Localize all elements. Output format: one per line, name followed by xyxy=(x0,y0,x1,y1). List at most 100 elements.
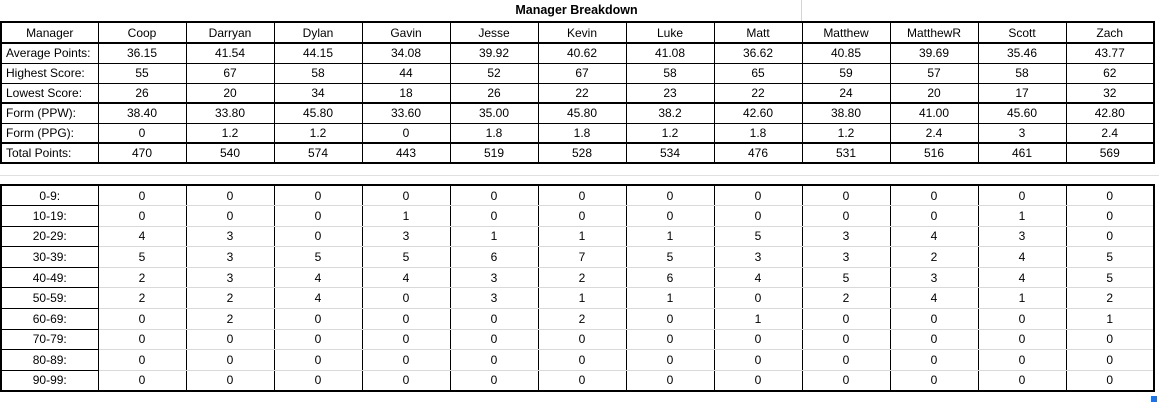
distribution-cell[interactable]: 0 xyxy=(97,329,187,351)
distribution-cell[interactable]: 0 xyxy=(185,370,275,392)
stat-cell[interactable]: 22 xyxy=(713,82,803,104)
distribution-cell[interactable]: 1 xyxy=(625,226,715,248)
distribution-cell[interactable]: 0 xyxy=(97,370,187,392)
distribution-cell[interactable]: 5 xyxy=(361,246,451,268)
distribution-cell[interactable]: 0 xyxy=(449,370,539,392)
stat-cell[interactable]: 476 xyxy=(713,142,803,164)
distribution-cell[interactable]: 2 xyxy=(185,287,275,310)
distribution-cell[interactable]: 3 xyxy=(185,246,275,268)
stat-cell[interactable]: 569 xyxy=(1065,142,1155,164)
stat-cell[interactable]: 26 xyxy=(449,82,539,104)
distribution-cell[interactable]: 0 xyxy=(273,370,363,392)
distribution-cell[interactable]: 0 xyxy=(625,205,715,227)
stat-cell[interactable]: 1.2 xyxy=(185,122,275,144)
distribution-cell[interactable]: 0 xyxy=(273,185,363,207)
distribution-cell[interactable]: 0 xyxy=(889,329,979,351)
distribution-cell[interactable]: 0 xyxy=(625,308,715,330)
distribution-cell[interactable]: 1 xyxy=(361,205,451,227)
stat-cell[interactable]: 42.60 xyxy=(713,102,803,124)
distribution-cell[interactable]: 0 xyxy=(625,329,715,351)
score-range-label[interactable]: 30-39: xyxy=(0,246,99,268)
distribution-cell[interactable]: 0 xyxy=(449,185,539,207)
stat-cell[interactable]: 32 xyxy=(1065,82,1155,104)
distribution-cell[interactable]: 0 xyxy=(801,205,891,227)
stat-cell[interactable]: 0 xyxy=(361,122,451,144)
distribution-cell[interactable]: 0 xyxy=(889,370,979,392)
distribution-cell[interactable]: 0 xyxy=(625,349,715,371)
distribution-cell[interactable]: 0 xyxy=(889,205,979,227)
distribution-cell[interactable]: 1 xyxy=(977,287,1067,310)
distribution-cell[interactable]: 1 xyxy=(537,287,627,310)
selection-fill-handle[interactable] xyxy=(1151,396,1157,402)
stat-cell[interactable]: 1.8 xyxy=(449,122,539,144)
distribution-cell[interactable]: 0 xyxy=(361,287,451,310)
stat-row-label[interactable]: Highest Score: xyxy=(0,62,99,84)
stat-cell[interactable]: 58 xyxy=(625,62,715,84)
stat-cell[interactable]: 55 xyxy=(97,62,187,84)
stat-cell[interactable]: 45.80 xyxy=(537,102,627,124)
distribution-cell[interactable]: 5 xyxy=(625,246,715,268)
distribution-cell[interactable]: 0 xyxy=(1065,349,1155,371)
stat-cell[interactable]: 24 xyxy=(801,82,891,104)
stat-cell[interactable]: 57 xyxy=(889,62,979,84)
distribution-cell[interactable]: 0 xyxy=(801,308,891,330)
stat-cell[interactable]: 52 xyxy=(449,62,539,84)
distribution-cell[interactable]: 0 xyxy=(273,205,363,227)
stat-cell[interactable]: 35.00 xyxy=(449,102,539,124)
score-range-label[interactable]: 0-9: xyxy=(0,184,99,207)
distribution-cell[interactable]: 4 xyxy=(97,226,187,248)
column-header-matthewr[interactable]: MatthewR xyxy=(889,21,979,44)
distribution-cell[interactable]: 6 xyxy=(625,267,715,289)
stat-cell[interactable]: 45.60 xyxy=(977,102,1067,124)
stat-cell[interactable]: 62 xyxy=(1065,62,1155,84)
column-header-zach[interactable]: Zach xyxy=(1065,21,1155,44)
stat-cell[interactable]: 43.77 xyxy=(1065,42,1155,64)
distribution-cell[interactable]: 2 xyxy=(801,287,891,310)
distribution-cell[interactable]: 3 xyxy=(889,267,979,289)
distribution-cell[interactable]: 0 xyxy=(449,329,539,351)
stat-cell[interactable]: 65 xyxy=(713,62,803,84)
column-header-jesse[interactable]: Jesse xyxy=(449,21,539,44)
distribution-cell[interactable]: 0 xyxy=(449,205,539,227)
distribution-cell[interactable]: 3 xyxy=(801,246,891,268)
score-range-label[interactable]: 20-29: xyxy=(0,225,99,248)
distribution-cell[interactable]: 0 xyxy=(185,205,275,227)
stat-cell[interactable]: 34.08 xyxy=(361,42,451,64)
distribution-cell[interactable]: 0 xyxy=(537,370,627,392)
stat-cell[interactable]: 470 xyxy=(97,142,187,164)
distribution-cell[interactable]: 0 xyxy=(889,308,979,330)
stat-cell[interactable]: 516 xyxy=(889,142,979,164)
stat-cell[interactable]: 20 xyxy=(889,82,979,104)
distribution-cell[interactable]: 5 xyxy=(97,246,187,268)
column-header-dylan[interactable]: Dylan xyxy=(273,21,363,44)
distribution-cell[interactable]: 0 xyxy=(801,370,891,392)
distribution-cell[interactable]: 3 xyxy=(449,287,539,310)
manager-header-cell[interactable]: Manager xyxy=(0,21,99,44)
stat-cell[interactable]: 44 xyxy=(361,62,451,84)
stat-cell[interactable]: 1.8 xyxy=(713,122,803,144)
distribution-cell[interactable]: 0 xyxy=(713,329,803,351)
distribution-cell[interactable]: 0 xyxy=(185,349,275,371)
distribution-cell[interactable]: 0 xyxy=(537,349,627,371)
distribution-cell[interactable]: 0 xyxy=(713,287,803,310)
stat-cell[interactable]: 58 xyxy=(977,62,1067,84)
distribution-cell[interactable]: 0 xyxy=(361,329,451,351)
distribution-cell[interactable]: 1 xyxy=(625,287,715,310)
distribution-cell[interactable]: 0 xyxy=(537,329,627,351)
distribution-cell[interactable]: 0 xyxy=(801,185,891,207)
distribution-cell[interactable]: 0 xyxy=(801,349,891,371)
stat-cell[interactable]: 1.2 xyxy=(625,122,715,144)
distribution-cell[interactable]: 3 xyxy=(185,267,275,289)
distribution-cell[interactable]: 0 xyxy=(977,349,1067,371)
column-header-coop[interactable]: Coop xyxy=(97,21,187,44)
stat-cell[interactable]: 36.62 xyxy=(713,42,803,64)
distribution-cell[interactable]: 0 xyxy=(185,329,275,351)
column-header-matt[interactable]: Matt xyxy=(713,21,803,44)
stat-cell[interactable]: 38.40 xyxy=(97,102,187,124)
distribution-cell[interactable]: 2 xyxy=(537,308,627,330)
distribution-cell[interactable]: 0 xyxy=(889,349,979,371)
stat-cell[interactable]: 59 xyxy=(801,62,891,84)
stat-cell[interactable]: 3 xyxy=(977,122,1067,144)
stat-cell[interactable]: 39.69 xyxy=(889,42,979,64)
column-header-matthew[interactable]: Matthew xyxy=(801,21,891,44)
